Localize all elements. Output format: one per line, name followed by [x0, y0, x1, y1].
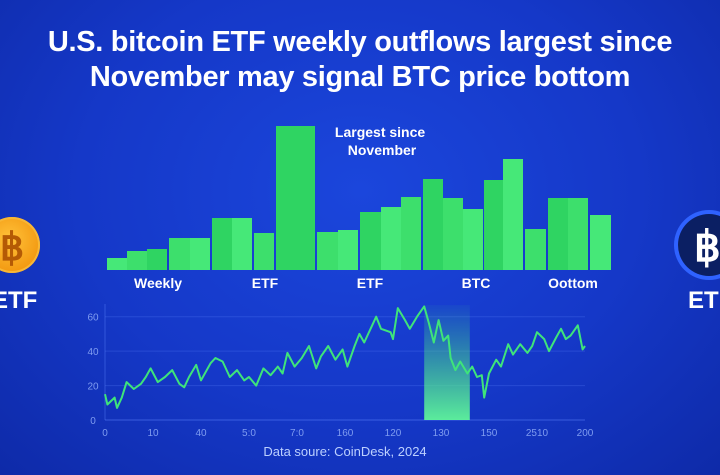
bitcoin-coin-icon: ฿ [678, 214, 720, 276]
bar [401, 197, 421, 270]
y-tick-label: 0 [90, 416, 96, 427]
etf-label-left: ETF [0, 287, 38, 314]
bar [590, 215, 611, 270]
bar [212, 218, 232, 270]
data-source: Data soure: CoinDesk, 2024 [263, 444, 427, 459]
bar [107, 258, 127, 270]
bar [381, 207, 401, 270]
x-tick-label: 160 [337, 428, 354, 439]
headline-line-2: November may signal BTC price bottom [89, 61, 631, 93]
bar-category-label: Oottom [548, 275, 598, 291]
bar [338, 230, 358, 270]
bar-category-label: BTC [462, 275, 491, 291]
bar-category-label: ETF [252, 275, 279, 291]
x-tick-label: 120 [385, 428, 402, 439]
bar-category-label: Weekly [134, 275, 182, 291]
bar [276, 126, 315, 270]
bar-category-label: ETF [357, 275, 384, 291]
bar [127, 251, 147, 270]
bar [254, 233, 274, 270]
bar [190, 238, 210, 270]
bar [503, 159, 523, 270]
x-tick-label: 5:0 [242, 428, 256, 439]
bar [317, 232, 338, 270]
x-tick-label: 7:0 [290, 428, 304, 439]
bar-annotation: Largest since November [335, 124, 429, 158]
bar [423, 179, 443, 270]
line-series [104, 305, 586, 409]
y-tick-label: 20 [87, 382, 99, 393]
bar [568, 198, 588, 270]
highlight-region [424, 305, 470, 420]
bar-category-labels: Weekly ETF ETF BTC Oottom [134, 275, 598, 291]
x-tick-label: 0 [102, 428, 108, 439]
etf-label-right: ETF [688, 287, 720, 314]
bar [232, 218, 252, 270]
bar [463, 209, 483, 270]
x-tick-label: 150 [481, 428, 498, 439]
bar [548, 198, 568, 270]
x-tick-label: 200 [577, 428, 594, 439]
bar-chart [107, 126, 611, 270]
annotation-line-1: Largest since [335, 124, 425, 140]
bar [525, 229, 546, 270]
x-tick-label: 130 [433, 428, 450, 439]
x-tick-label: 2510 [526, 428, 549, 439]
y-tick-label: 40 [87, 347, 99, 358]
bar [147, 249, 167, 270]
headline-line-1: U.S. bitcoin ETF weekly outflows largest… [47, 26, 673, 58]
bar [443, 198, 463, 270]
x-tick-label: 40 [195, 428, 207, 439]
x-tick-label: 10 [147, 428, 159, 439]
bar [484, 180, 503, 270]
headline: U.S. bitcoin ETF weekly outflows largest… [0, 25, 720, 95]
bar [169, 238, 190, 270]
line-chart: 0 20 40 60 0 10 40 5:0 7:0 160 120 130 150 2510 200 [87, 304, 594, 439]
bar [360, 212, 381, 270]
y-tick-label: 60 [87, 313, 99, 324]
annotation-line-2: November [348, 142, 417, 158]
